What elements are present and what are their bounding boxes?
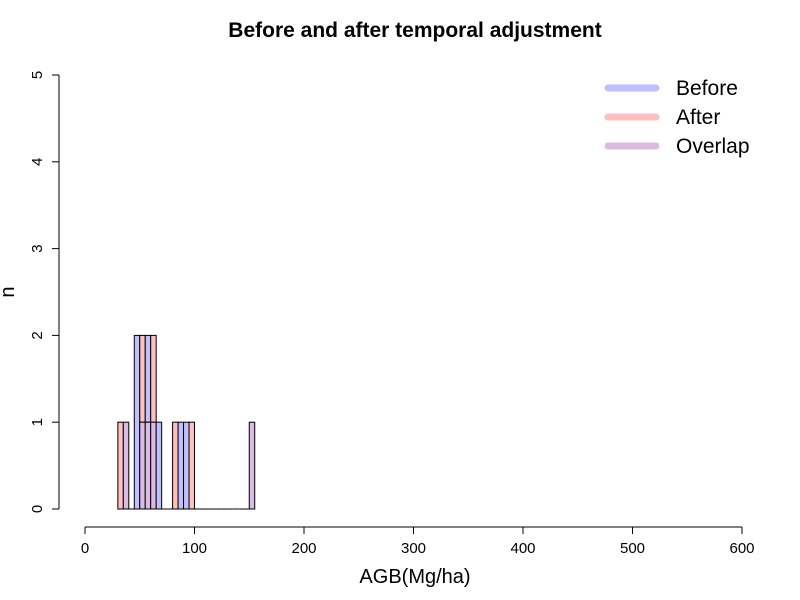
x-axis: 0 100 200 300 400 500 600 [81,526,755,557]
x-tick-label: 200 [291,540,316,557]
legend-label-overlap: Overlap [676,135,750,158]
x-tick-label: 600 [729,540,754,557]
chart-title: Before and after temporal adjustment [228,19,601,42]
bar-overlap [144,421,152,510]
legend-label-after: After [676,106,720,129]
x-tick-label: 400 [510,540,535,557]
bar-overlap [122,421,130,510]
bar-after [150,334,157,423]
bar-after [172,421,179,510]
bar-before [177,421,185,510]
y-tick-label: 2 [29,331,46,339]
x-axis-title: AGB(Mg/ha) [359,566,470,588]
bars-group [117,334,256,510]
bar-after [117,421,124,510]
bar-before [183,421,190,510]
y-axis-title: n [0,286,19,297]
bar-overlap [139,421,146,510]
y-tick-label: 4 [29,158,46,166]
x-tick-label: 0 [81,540,89,557]
x-tick-label: 500 [620,540,645,557]
y-tick-label: 1 [29,418,46,426]
y-tick-label: 0 [29,505,46,513]
bar-after [139,334,146,423]
legend-label-before: Before [676,77,738,100]
bar-before [155,421,163,510]
y-tick-label: 5 [29,71,46,79]
bar-after [188,421,195,510]
bar-before [144,334,152,423]
bar-before [133,334,141,510]
x-tick-label: 100 [182,540,207,557]
y-axis: 0 1 2 3 4 5 [29,71,60,513]
y-tick-label: 3 [29,244,46,252]
legend: Before After Overlap [604,77,750,158]
x-tick-label: 300 [401,540,426,557]
bar-overlap [248,421,256,510]
bar-overlap [150,421,157,510]
